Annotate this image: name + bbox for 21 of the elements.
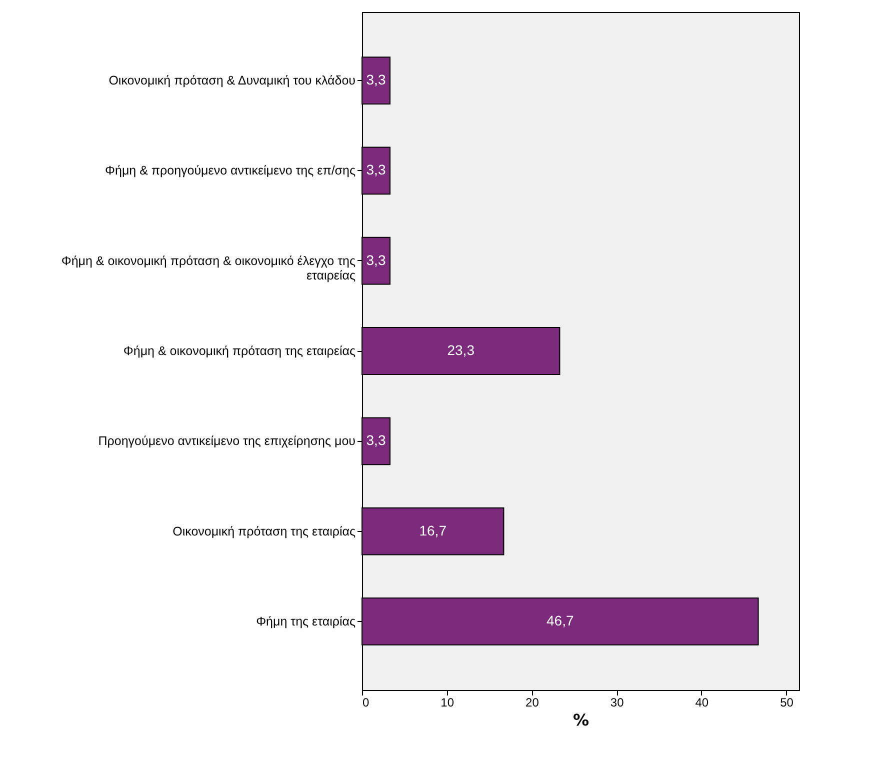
data-label: 3,3 [366, 252, 386, 268]
x-tick-label: 10 [440, 696, 454, 710]
data-label: 3,3 [366, 432, 386, 448]
y-tick-label: Φήμη της εταιρίας [256, 614, 356, 628]
y-tick-label: Φήμη & οικονομική πρόταση & οικονομικό έλεγχο της εταιρείας [61, 254, 356, 282]
y-tick-label: Προηγούμενο αντικείμενο της επιχείρησης μου [98, 434, 356, 448]
x-axis-title: % [572, 710, 590, 730]
y-tick-label: Οικονομική πρόταση της εταιρίας [172, 524, 356, 538]
x-tick-label: 40 [695, 696, 709, 710]
data-label: 16,7 [419, 522, 447, 538]
data-label: 3,3 [366, 162, 386, 178]
y-tick-label: Οικονομική πρόταση & Δυναμική του κλάδου [108, 74, 356, 88]
x-tick-label: 30 [610, 696, 624, 710]
y-tick-label: Φήμη & οικονομική πρόταση της εταιρείας [123, 344, 356, 358]
x-tick-label: 50 [780, 696, 794, 710]
y-tick-label: Φήμη & προηγούμενο αντικείμενο της επ/σης [105, 164, 356, 178]
data-label: 23,3 [447, 342, 475, 358]
data-label: 3,3 [366, 72, 386, 88]
x-tick-label: 20 [526, 696, 540, 710]
x-tick-label: 0 [362, 696, 370, 710]
data-label: 46,7 [546, 612, 574, 628]
